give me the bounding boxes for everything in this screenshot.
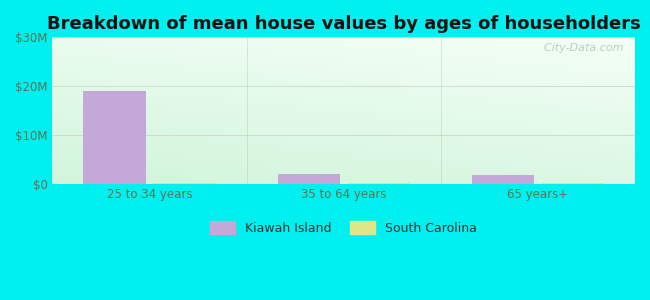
Bar xyxy=(472,175,534,184)
Text: City-Data.com: City-Data.com xyxy=(537,43,623,53)
Bar xyxy=(153,183,216,184)
Bar xyxy=(542,183,604,184)
Bar xyxy=(348,183,410,184)
Title: Breakdown of mean house values by ages of householders: Breakdown of mean house values by ages o… xyxy=(47,15,640,33)
Bar xyxy=(83,91,146,184)
Bar xyxy=(278,174,340,184)
Legend: Kiawah Island, South Carolina: Kiawah Island, South Carolina xyxy=(205,216,482,240)
